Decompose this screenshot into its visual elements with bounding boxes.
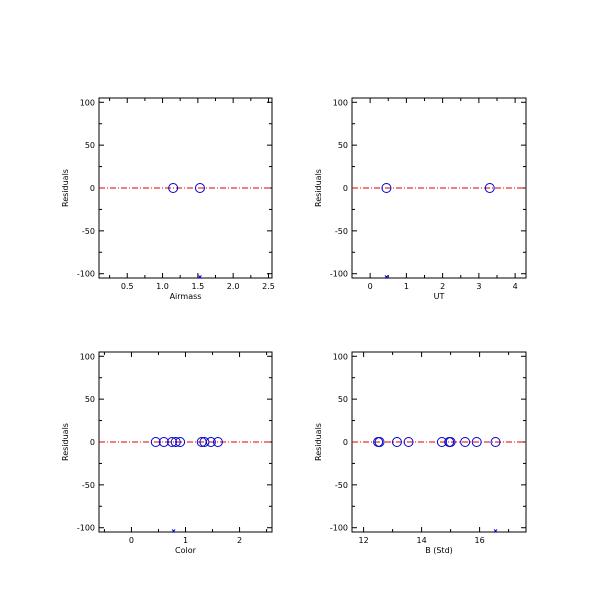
y-tick-label: -50 xyxy=(335,227,348,236)
y-tick-label: 100 xyxy=(333,98,348,107)
y-tick-label: -100 xyxy=(330,270,348,279)
offscale-marker xyxy=(171,529,176,533)
x-tick-label: 2.0 xyxy=(227,282,240,291)
y-tick-label: -50 xyxy=(82,481,95,490)
x-tick-label: 1.5 xyxy=(191,282,204,291)
x-axis-label: UT xyxy=(434,292,445,301)
data-point xyxy=(374,437,385,447)
y-tick-label: 50 xyxy=(85,395,95,404)
data-point xyxy=(490,437,501,447)
y-tick-label: 0 xyxy=(90,438,95,447)
x-tick-label: 2 xyxy=(440,282,445,291)
y-axis-label: Residuals xyxy=(61,169,70,207)
x-tick-label: 0 xyxy=(368,282,373,291)
data-point xyxy=(391,437,402,447)
x-tick-label: 12 xyxy=(359,536,369,545)
x-tick-label: 0.5 xyxy=(121,282,134,291)
x-axis-label: Color xyxy=(175,546,197,555)
y-tick-label: 100 xyxy=(333,352,348,361)
y-tick-label: 50 xyxy=(338,141,348,150)
data-point xyxy=(170,437,181,447)
y-tick-label: -50 xyxy=(335,481,348,490)
data-point xyxy=(205,437,216,447)
x-tick-label: 14 xyxy=(417,536,427,545)
y-tick-label: 100 xyxy=(80,98,95,107)
y-tick-label: 0 xyxy=(343,438,348,447)
data-point xyxy=(460,437,471,447)
panel-3: -100 -50 0 50 100 0 1 2 Color Residuals xyxy=(61,351,273,555)
data-point xyxy=(166,437,177,447)
panel-2: -100 -50 0 50 100 0 1 2 3 4 UT Residuals xyxy=(314,97,527,301)
y-tick-label: 50 xyxy=(338,395,348,404)
y-tick-label: 0 xyxy=(90,184,95,193)
data-point xyxy=(158,437,169,447)
offscale-marker xyxy=(493,529,498,533)
y-axis-label: Residuals xyxy=(314,423,323,461)
x-tick-label: 2.5 xyxy=(262,282,275,291)
x-tick-label: 0 xyxy=(129,536,134,545)
offscale-marker xyxy=(198,275,202,279)
x-axis-label: Airmass xyxy=(170,292,202,301)
y-tick-label: -50 xyxy=(82,227,95,236)
x-tick-label: 1.0 xyxy=(156,282,169,291)
x-tick-label: 4 xyxy=(513,282,518,291)
data-point xyxy=(484,183,495,193)
x-axis-label: B (Std) xyxy=(425,546,453,555)
y-axis-label: Residuals xyxy=(61,423,70,461)
data-point xyxy=(212,437,223,447)
data-point xyxy=(445,437,456,447)
x-tick-label: 16 xyxy=(475,536,485,545)
y-tick-label: -100 xyxy=(330,524,348,533)
data-point xyxy=(175,437,186,447)
data-point xyxy=(150,437,161,447)
data-point xyxy=(381,183,392,193)
y-tick-label: -100 xyxy=(77,270,95,279)
panel-1: -100 -50 0 50 100 0.5 1.0 1.5 2.0 2.5 Airmass Resid… xyxy=(61,97,275,301)
offscale-marker xyxy=(384,275,389,279)
data-point xyxy=(199,437,210,447)
x-tick-label: 1 xyxy=(183,536,188,545)
y-tick-label: -100 xyxy=(77,524,95,533)
y-tick-label: 100 xyxy=(80,352,95,361)
data-point xyxy=(194,183,205,193)
y-tick-label: 0 xyxy=(343,184,348,193)
x-tick-label: 3 xyxy=(476,282,481,291)
data-point xyxy=(471,437,482,447)
y-tick-label: 50 xyxy=(85,141,95,150)
x-tick-label: 2 xyxy=(237,536,242,545)
x-tick-label: 1 xyxy=(404,282,409,291)
data-point xyxy=(403,437,414,447)
panel-4: -100 -50 0 50 100 12 14 16 B (Std) Residuals xyxy=(314,351,527,555)
data-point xyxy=(168,183,179,193)
y-axis-label: Residuals xyxy=(314,169,323,207)
